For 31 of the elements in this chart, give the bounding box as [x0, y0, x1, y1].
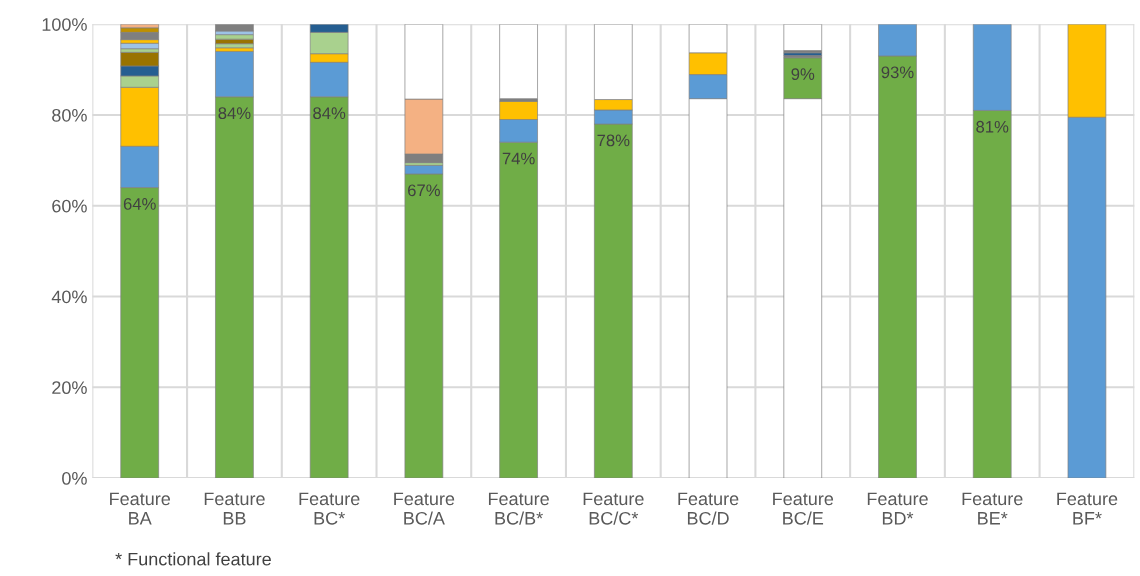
y-tick-label: 60%: [52, 199, 87, 213]
x-tick-label: Feature BC*: [299, 492, 360, 525]
x-tick-label: Feature BA: [110, 492, 171, 525]
data-label: 74%: [502, 152, 535, 165]
x-tick-label: Feature BC/A: [394, 492, 455, 525]
bar: [499, 24, 538, 99]
data-label: 84%: [313, 107, 346, 120]
y-tick-label: 40%: [51, 290, 87, 304]
data-label: 67%: [408, 184, 440, 197]
bar: [215, 34, 254, 40]
y-tick-label: 100%: [42, 18, 87, 31]
data-label: 9%: [791, 68, 815, 81]
y-tick-label: 20%: [52, 381, 87, 395]
y-tick-label: 0%: [62, 472, 87, 485]
x-tick-label: Feature BC/C*: [583, 492, 644, 525]
data-label: 81%: [976, 120, 1009, 133]
bar: [783, 24, 823, 51]
data-label: 84%: [218, 107, 251, 120]
x-tick-label: Feature BC/B*: [488, 492, 549, 525]
data-label: 93%: [881, 66, 914, 79]
x-tick-label: Feature BE*: [962, 492, 1023, 525]
x-tick-label: Feature BC/E: [773, 492, 834, 525]
x-tick-label: Feature BD*: [867, 492, 928, 525]
data-label: 78%: [597, 134, 630, 147]
bar: [215, 24, 254, 32]
text: * Functional feature: [115, 552, 271, 566]
data-label: 64%: [123, 198, 156, 210]
x-tick-label: Feature BC/D: [678, 492, 739, 525]
x-tick-label: Feature BF*: [1057, 492, 1118, 525]
y-tick-label: 80%: [52, 108, 87, 122]
x-tick-label: Feature BB: [204, 492, 265, 525]
